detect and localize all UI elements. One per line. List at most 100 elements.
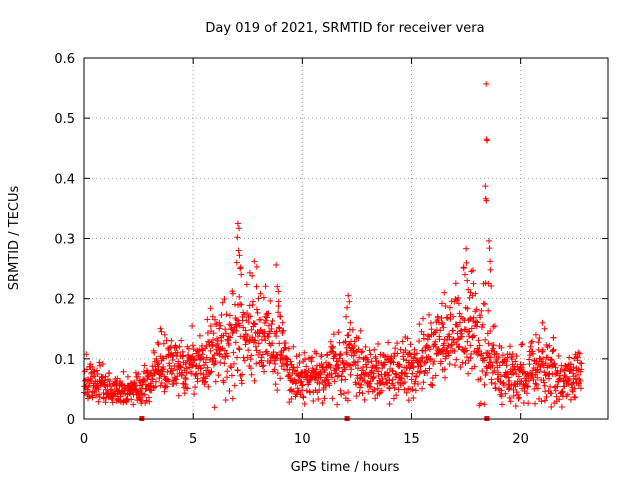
- data-point: [473, 306, 480, 313]
- axis-ticks: [83, 57, 608, 420]
- data-point: [371, 386, 378, 393]
- data-point: [349, 326, 356, 333]
- data-point: [230, 360, 237, 367]
- data-point: [345, 332, 352, 339]
- data-point: [193, 370, 200, 377]
- data-point: [467, 342, 474, 349]
- data-point: [288, 395, 295, 402]
- data-point: [350, 347, 357, 354]
- data-point: [399, 338, 406, 345]
- data-point: [520, 361, 527, 368]
- data-point: [176, 343, 183, 350]
- data-point: [218, 312, 225, 319]
- data-point: [134, 389, 141, 396]
- data-point: [519, 341, 526, 348]
- data-point: [559, 388, 566, 395]
- data-point: [541, 382, 548, 389]
- data-point: [486, 237, 493, 244]
- data-point: [446, 333, 453, 340]
- data-point: [570, 364, 577, 371]
- data-point: [341, 366, 348, 373]
- data-point: [262, 283, 269, 290]
- data-point: [424, 369, 431, 376]
- data-point: [506, 394, 513, 401]
- data-point: [273, 261, 280, 268]
- data-point: [331, 378, 338, 385]
- data-point: [515, 373, 522, 380]
- data-point: [109, 396, 116, 403]
- data-point: [359, 348, 366, 355]
- data-point: [161, 388, 168, 395]
- data-point: [497, 373, 504, 380]
- data-point: [490, 342, 497, 349]
- data-point: [234, 220, 241, 227]
- data-point: [182, 376, 189, 383]
- data-point: [395, 386, 402, 393]
- data-point: [434, 313, 441, 320]
- data-point: [408, 376, 415, 383]
- data-point: [451, 348, 458, 355]
- data-points: [81, 80, 585, 411]
- data-point: [413, 350, 420, 357]
- data-point: [198, 365, 205, 372]
- data-point: [375, 372, 382, 379]
- data-point: [535, 339, 542, 346]
- data-point: [204, 316, 211, 323]
- data-point: [108, 386, 115, 393]
- data-point: [540, 356, 547, 363]
- data-point: [553, 393, 560, 400]
- data-point: [183, 384, 190, 391]
- data-point: [224, 353, 231, 360]
- data-point: [540, 377, 547, 384]
- data-point: [429, 382, 436, 389]
- data-point: [315, 396, 322, 403]
- data-point: [505, 386, 512, 393]
- data-point: [509, 356, 516, 363]
- data-point: [385, 371, 392, 378]
- data-point: [348, 366, 355, 373]
- data-point: [532, 380, 539, 387]
- data-point: [443, 314, 450, 321]
- data-point: [507, 398, 514, 405]
- data-point: [225, 342, 232, 349]
- data-point: [498, 344, 505, 351]
- data-point: [440, 340, 447, 347]
- data-point: [340, 390, 347, 397]
- data-point: [169, 356, 176, 363]
- data-point: [528, 339, 535, 346]
- data-point: [236, 225, 243, 232]
- data-point: [209, 343, 216, 350]
- data-point: [204, 330, 211, 337]
- data-point: [345, 361, 352, 368]
- data-point: [518, 364, 525, 371]
- data-point: [332, 365, 339, 372]
- data-point: [409, 363, 416, 370]
- data-point: [293, 353, 300, 360]
- data-point: [209, 313, 216, 320]
- data-point: [479, 321, 486, 328]
- data-point: [217, 359, 224, 366]
- data-point: [420, 379, 427, 386]
- data-point: [439, 319, 446, 326]
- data-point: [464, 328, 471, 335]
- data-point: [141, 362, 148, 369]
- data-point: [539, 319, 546, 326]
- y-tick-label: 0.6: [54, 52, 75, 67]
- data-point: [108, 394, 115, 401]
- data-point: [515, 395, 522, 402]
- data-point: [124, 396, 131, 403]
- data-point: [137, 388, 144, 395]
- data-point: [386, 377, 393, 384]
- data-point: [380, 352, 387, 359]
- data-point: [279, 319, 286, 326]
- data-point: [276, 325, 283, 332]
- data-point: [450, 327, 457, 334]
- data-point: [235, 345, 242, 352]
- data-point: [96, 359, 103, 366]
- data-point: [490, 345, 497, 352]
- data-point: [463, 347, 470, 354]
- data-point: [295, 387, 302, 394]
- data-point: [165, 378, 172, 385]
- data-point: [481, 381, 488, 388]
- data-point: [506, 378, 513, 385]
